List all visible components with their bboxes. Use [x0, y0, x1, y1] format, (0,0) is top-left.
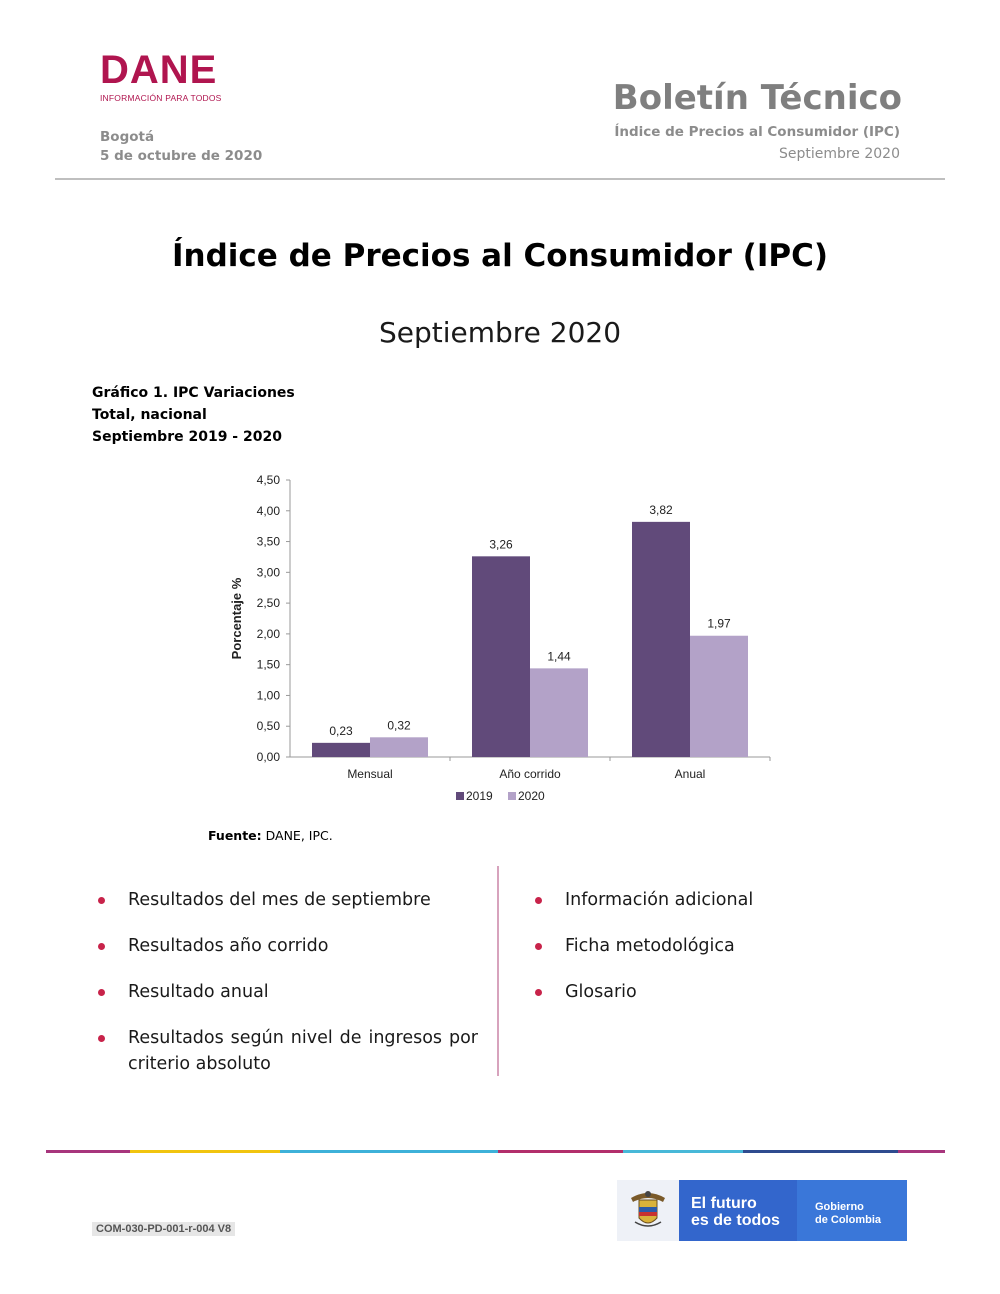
x-tick-label: Anual — [675, 767, 706, 781]
coat-of-arms-icon — [617, 1180, 679, 1241]
gov-name-line1: Gobierno — [815, 1201, 864, 1213]
gobierno-colombia-logo: El futuro es de todos Gobierno de Colomb… — [617, 1180, 907, 1241]
gov-name-line2: de Colombia — [815, 1214, 882, 1226]
dane-logo-tagline: INFORMACIÓN PARA TODOS — [100, 93, 222, 103]
x-tick-label: Mensual — [347, 767, 392, 781]
contents-item-label[interactable]: Resultados año corrido — [128, 936, 329, 956]
contents-item-label[interactable]: Resultados del mes de septiembre — [128, 890, 431, 910]
header-divider — [55, 178, 945, 180]
gov-slogan-line1: El futuro — [691, 1195, 757, 1212]
bulletin-period: Septiembre 2020 — [778, 146, 900, 162]
data-label: 1,97 — [707, 617, 731, 631]
column-divider — [497, 866, 499, 1076]
footer-bar-segment — [130, 1150, 280, 1153]
x-tick-label: Año corrido — [499, 767, 561, 781]
y-tick-label: 2,00 — [257, 627, 281, 641]
page-title: Índice de Precios al Consumidor (IPC) — [171, 238, 828, 274]
data-label: 0,32 — [387, 718, 411, 732]
bar-2020 — [370, 737, 428, 757]
bullet-icon — [98, 1035, 105, 1042]
chart-caption-line1: Gráfico 1. IPC Variaciones — [92, 385, 295, 401]
y-tick-label: 4,50 — [257, 473, 281, 487]
contents-item-label[interactable]: Resultados según nivel de ingresos por c… — [128, 1028, 478, 1074]
y-tick-label: 0,00 — [257, 750, 281, 764]
document-code: COM-030-PD-001-r-004 V8 — [92, 1222, 236, 1236]
contents-item-label[interactable]: Resultado anual — [128, 982, 269, 1002]
data-label: 1,44 — [547, 649, 571, 663]
bulletin-title: Boletín Técnico — [612, 78, 902, 118]
bullet-icon — [98, 943, 105, 950]
footer-bar-segment — [743, 1150, 898, 1153]
footer-bar-segment — [280, 1150, 498, 1153]
data-label: 0,23 — [329, 724, 353, 738]
y-tick-label: 4,00 — [257, 504, 281, 518]
chart-caption-line3: Septiembre 2019 - 2020 — [92, 429, 282, 445]
source-label: Fuente: — [208, 828, 262, 843]
bullet-icon — [535, 897, 542, 904]
footer-bar-segment — [623, 1150, 743, 1153]
y-tick-label: 3,50 — [257, 535, 281, 549]
contents-item-label[interactable]: Información adicional — [565, 890, 754, 910]
data-label: 3,82 — [649, 503, 673, 517]
legend-swatch — [456, 792, 464, 800]
bullet-icon — [535, 989, 542, 996]
bar-2019 — [632, 521, 690, 757]
y-tick-label: 1,50 — [257, 658, 281, 672]
y-tick-label: 0,50 — [257, 719, 281, 733]
legend-swatch — [508, 792, 516, 800]
y-tick-label: 2,50 — [257, 596, 281, 610]
data-label: 3,26 — [489, 537, 513, 551]
y-tick-label: 3,00 — [257, 565, 281, 579]
bar-2019 — [312, 742, 370, 757]
page-subtitle: Septiembre 2020 — [378, 316, 622, 349]
contents-item-label[interactable]: Ficha metodológica — [565, 936, 735, 956]
footer-bar-segment — [46, 1150, 130, 1153]
footer-bar-segment — [898, 1150, 945, 1153]
y-axis-label: Porcentaje % — [229, 577, 244, 659]
chart-source: Fuente: DANE, IPC. — [208, 828, 333, 843]
bullet-icon — [98, 897, 105, 904]
legend-label: 2020 — [518, 789, 545, 803]
dane-logo: DANE — [100, 48, 218, 92]
source-text: DANE, IPC. — [261, 828, 333, 843]
bar-2020 — [530, 668, 588, 757]
bullet-icon — [98, 989, 105, 996]
gov-name-panel — [797, 1180, 907, 1241]
bulletin-subtitle: Índice de Precios al Consumidor (IPC) — [614, 124, 900, 140]
chart-caption-line2: Total, nacional — [92, 407, 207, 423]
city-label: Bogotá — [100, 129, 155, 145]
bullet-icon — [535, 943, 542, 950]
gov-slogan-line2: es de todos — [691, 1212, 780, 1229]
gov-slogan-panel — [679, 1180, 797, 1241]
bar-2020 — [690, 635, 748, 757]
footer-bar-segment — [498, 1150, 623, 1153]
legend-label: 2019 — [466, 789, 493, 803]
contents-item-label[interactable]: Glosario — [565, 982, 637, 1002]
y-tick-label: 1,00 — [257, 688, 281, 702]
bar-2019 — [472, 556, 530, 757]
ipc-bar-chart: 0,00 0,50 1,00 1,50 2,00 2,50 3,00 3,50 4,00 4,50… — [229, 473, 771, 803]
publication-date: 5 de octubre de 2020 — [100, 148, 263, 164]
